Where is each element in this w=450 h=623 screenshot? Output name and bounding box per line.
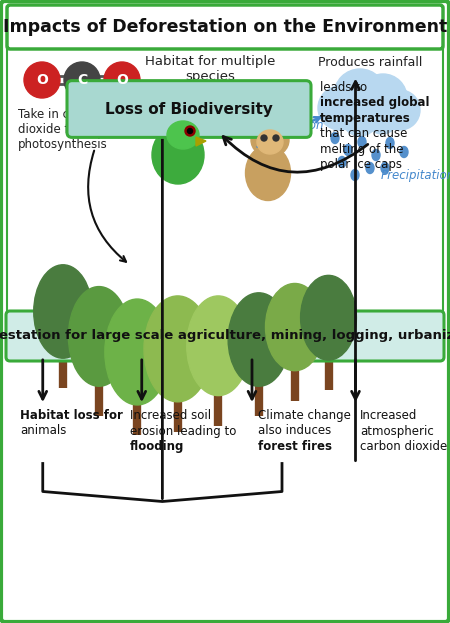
- Ellipse shape: [372, 150, 380, 161]
- Ellipse shape: [34, 265, 92, 358]
- Ellipse shape: [366, 163, 374, 173]
- Ellipse shape: [246, 146, 291, 201]
- Text: atmospheric: atmospheric: [360, 424, 434, 437]
- Circle shape: [188, 128, 193, 133]
- Ellipse shape: [344, 145, 352, 156]
- Text: Habitat loss for: Habitat loss for: [20, 409, 123, 422]
- Ellipse shape: [331, 133, 339, 143]
- Text: Precipitation: Precipitation: [381, 168, 450, 181]
- Text: Increased soil: Increased soil: [130, 409, 211, 422]
- Ellipse shape: [386, 138, 394, 148]
- Circle shape: [318, 86, 362, 130]
- Circle shape: [366, 102, 398, 134]
- Ellipse shape: [381, 163, 389, 173]
- Ellipse shape: [351, 169, 359, 181]
- Text: Increased: Increased: [360, 409, 418, 422]
- Text: Impacts of Deforestation on the Environment: Impacts of Deforestation on the Environm…: [3, 18, 447, 36]
- Ellipse shape: [144, 296, 212, 402]
- Circle shape: [273, 135, 279, 141]
- Ellipse shape: [400, 146, 408, 158]
- Text: temperatures: temperatures: [320, 112, 411, 125]
- Text: leads to: leads to: [320, 80, 367, 93]
- Circle shape: [64, 62, 100, 98]
- FancyBboxPatch shape: [7, 45, 443, 313]
- Ellipse shape: [105, 299, 170, 405]
- Ellipse shape: [266, 283, 324, 371]
- Circle shape: [342, 100, 378, 136]
- Text: O: O: [116, 73, 128, 87]
- Text: melting of the: melting of the: [320, 143, 404, 156]
- Text: Deforestation for large scale agriculture, mining, logging, urbanization: Deforestation for large scale agricultur…: [0, 330, 450, 343]
- Text: Take in carbon
dioxide for
photosynthesis: Take in carbon dioxide for photosynthesi…: [18, 108, 108, 151]
- Ellipse shape: [338, 156, 346, 168]
- Circle shape: [185, 126, 195, 136]
- Text: that can cause: that can cause: [320, 127, 407, 140]
- Text: Habitat for multiple
species: Habitat for multiple species: [145, 55, 275, 83]
- Ellipse shape: [257, 130, 283, 154]
- Circle shape: [359, 74, 407, 122]
- Text: O: O: [36, 73, 48, 87]
- Text: increased global: increased global: [320, 96, 429, 109]
- Ellipse shape: [152, 126, 204, 184]
- Text: Transpiration: Transpiration: [246, 118, 324, 131]
- Ellipse shape: [251, 123, 289, 157]
- Text: also induces: also induces: [258, 424, 331, 437]
- Ellipse shape: [68, 287, 130, 386]
- Ellipse shape: [187, 296, 250, 396]
- Text: forest fires: forest fires: [258, 440, 332, 453]
- Ellipse shape: [167, 121, 199, 149]
- FancyBboxPatch shape: [6, 311, 444, 361]
- Text: carbon dioxide: carbon dioxide: [360, 440, 447, 453]
- Text: Produces rainfall: Produces rainfall: [318, 55, 422, 69]
- Circle shape: [261, 135, 267, 141]
- Circle shape: [104, 62, 140, 98]
- Ellipse shape: [358, 136, 366, 148]
- Circle shape: [24, 62, 60, 98]
- Text: flooding: flooding: [130, 440, 184, 453]
- Text: Climate change: Climate change: [258, 409, 351, 422]
- Text: C: C: [77, 73, 87, 87]
- Ellipse shape: [301, 275, 356, 360]
- Circle shape: [334, 69, 386, 121]
- FancyBboxPatch shape: [7, 5, 443, 49]
- Text: erosion leading to: erosion leading to: [130, 424, 236, 437]
- Polygon shape: [196, 137, 206, 146]
- Text: animals: animals: [20, 424, 67, 437]
- FancyBboxPatch shape: [67, 80, 311, 138]
- Ellipse shape: [228, 293, 289, 386]
- Circle shape: [380, 90, 420, 130]
- Text: polar ice caps: polar ice caps: [320, 158, 402, 171]
- Text: Loss of Biodiversity: Loss of Biodiversity: [105, 102, 273, 117]
